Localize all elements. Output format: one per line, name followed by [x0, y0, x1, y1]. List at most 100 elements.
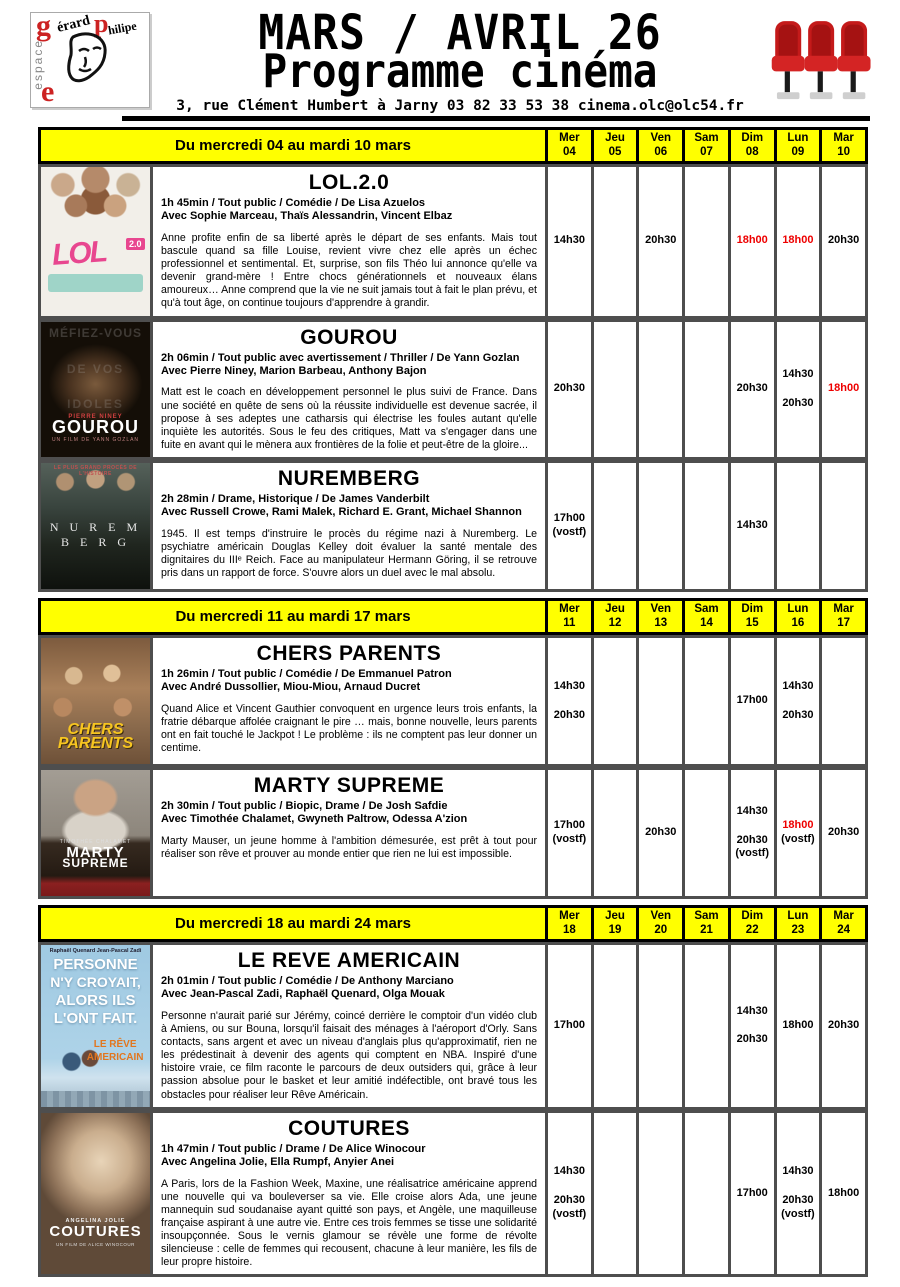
showtime-cell	[593, 167, 637, 316]
week-header-row: Du mercredi 11 au mardi 17 mars Mer 11 Jeu 1…	[38, 598, 868, 635]
showtime-cell	[593, 945, 637, 1107]
day-column-header: Jeu 19	[593, 908, 637, 939]
showtime: 14h30	[782, 1165, 814, 1178]
logo-letter-g: g	[36, 9, 51, 42]
showtime: 17h00	[736, 1186, 768, 1199]
showtime-cell: 20h30	[822, 167, 865, 316]
showtime: 20h30	[782, 396, 814, 409]
showtime-cell: 18h00	[776, 167, 820, 316]
movie-row: Raphaël Quenard Jean-Pascal Zadi PERSONNE…	[38, 942, 868, 1110]
movie-description: Quand Alice et Vincent Gauthier convoque…	[161, 702, 537, 755]
movie-row: LE PLUS GRAND PROCÈS DE L'HISTOIRE N U R …	[38, 460, 868, 592]
movie-description: A Paris, lors de la Fashion Week, Maxine…	[161, 1177, 537, 1269]
showtime-cell	[639, 463, 683, 589]
poster-text: COUTURES	[49, 1223, 142, 1241]
showtime-cell: 17h00 (vostf)	[548, 770, 591, 896]
showtime-cell	[822, 638, 865, 764]
showtime-cell	[685, 638, 728, 764]
poster-text: N U R E M B E R G	[49, 519, 142, 549]
showtime-cell: 20h30	[730, 321, 774, 457]
showtime-cell	[639, 1112, 683, 1275]
showtime-cell	[593, 321, 637, 457]
day-abbr: Ven	[650, 603, 672, 616]
showtime-cell: 17h00	[548, 945, 591, 1107]
week-range-label: Du mercredi 18 au mardi 24 mars	[41, 908, 545, 939]
showtime-cell	[685, 167, 728, 316]
showtime-cell: 14h30 20h30	[776, 638, 820, 764]
showtime: 20h30	[645, 234, 677, 247]
poster-text: N'Y CROYAIT,	[50, 974, 141, 991]
day-column-header: Mer 18	[548, 908, 591, 939]
showtime: 20h30	[828, 234, 860, 247]
day-num: 09	[791, 145, 805, 158]
showtime: 20h30	[553, 382, 585, 395]
showtime-cell: 14h30	[730, 463, 774, 589]
day-num: 05	[608, 145, 622, 158]
day-abbr: Sam	[694, 603, 719, 616]
showtime: 18h00	[782, 819, 814, 832]
day-num: 15	[745, 616, 759, 629]
movie-poster: ANGELINA JOLIE COUTURES UN FILM DE ALICE W…	[41, 1112, 150, 1275]
showtime: 14h30	[782, 679, 814, 692]
day-abbr: Dim	[741, 603, 764, 616]
day-column-header: Mer 11	[548, 601, 591, 632]
movie-info: NUREMBERG 2h 28min / Drame, Historique / …	[153, 463, 545, 589]
showtime-cell: 17h00	[730, 1112, 774, 1275]
movie-cast: Avec Timothée Chalamet, Gwyneth Paltrow,…	[161, 813, 468, 826]
day-column-header: Sam 14	[685, 601, 728, 632]
showtime-cell	[822, 463, 865, 589]
showtime-cell: 18h00	[730, 167, 774, 316]
gerard-philipe-face-sketch-icon	[67, 32, 107, 83]
showtime-cell	[639, 638, 683, 764]
poster-text: PERSONNE	[53, 956, 138, 974]
movie-title: CHERS PARENTS	[256, 642, 442, 665]
day-num: 20	[654, 923, 668, 936]
movie-description: Anne profite enfin de sa liberté après l…	[161, 231, 537, 310]
movie-info: LOL.2.0 1h 45min / Tout public / Comédie …	[153, 167, 545, 316]
day-abbr: Jeu	[605, 132, 625, 145]
showtime-cell: 14h30 20h30	[730, 945, 774, 1107]
movie-title: NUREMBERG	[277, 467, 421, 490]
day-num: 10	[837, 145, 851, 158]
movie-poster: LOL 2.0	[41, 167, 150, 316]
page-title-line2: Programme cinéma	[262, 44, 658, 99]
showtime-cell: 14h30 20h30	[548, 638, 591, 764]
showtime-cell: 18h00	[822, 321, 865, 457]
movie-title: COUTURES	[288, 1116, 410, 1140]
movie-poster: Raphaël Quenard Jean-Pascal Zadi PERSONNE…	[41, 945, 150, 1107]
movie-cast: Avec Sophie Marceau, Thaïs Alessandrin, …	[161, 210, 453, 223]
showtime-cell: 14h30	[548, 167, 591, 316]
movie-cast: Avec Pierre Niney, Marion Barbeau, Antho…	[161, 364, 427, 377]
day-abbr: Mar	[833, 603, 854, 616]
showtime-cell: 18h00 (vostf)	[776, 770, 820, 896]
movie-info: GOUROU 2h 06min / Tout public avec averti…	[153, 321, 545, 457]
showtime-cell	[639, 945, 683, 1107]
day-abbr: Ven	[650, 910, 672, 923]
logo-letter-e: e	[41, 75, 55, 108]
day-column-header: Sam 07	[685, 130, 728, 161]
movie-description: Matt est le coach en développement perso…	[161, 386, 537, 451]
poster-text: MÉFIEZ-VOUS	[48, 325, 142, 340]
day-abbr: Dim	[741, 910, 764, 923]
day-column-header: Dim 08	[730, 130, 774, 161]
movie-title: MARTY SUPREME	[253, 774, 445, 797]
showtime: 20h30	[782, 1194, 814, 1207]
movie-meta: 2h 06min / Tout public avec avertissemen…	[161, 351, 520, 364]
showtime: 14h30	[553, 1165, 585, 1178]
movie-description: Marty Mauser, un jeune homme à l'ambitio…	[161, 834, 537, 860]
showtime-note: (vostf)	[552, 833, 587, 845]
showtime-cell	[685, 770, 728, 896]
showtime-cell	[593, 638, 637, 764]
poster-text: MARTY	[66, 844, 125, 862]
movie-cast: Avec Jean-Pascal Zadi, Raphaël Quenard, …	[161, 988, 445, 1001]
poster-text: PARENTS	[57, 734, 134, 752]
showtime-cell: 14h30 20h30 (vostf)	[776, 1112, 820, 1275]
showtime: 18h00	[782, 234, 814, 247]
movie-description: 1945. Il est temps d'instruire le procès…	[161, 527, 537, 580]
day-column-header: Ven 13	[639, 601, 683, 632]
week-range-label: Du mercredi 11 au mardi 17 mars	[41, 601, 545, 632]
movie-row: ANGELINA JOLIE COUTURES UN FILM DE ALICE W…	[38, 1109, 868, 1278]
showtime-cell	[685, 463, 728, 589]
poster-text: CHERS	[67, 720, 124, 738]
showtime-cell: 17h00	[730, 638, 774, 764]
